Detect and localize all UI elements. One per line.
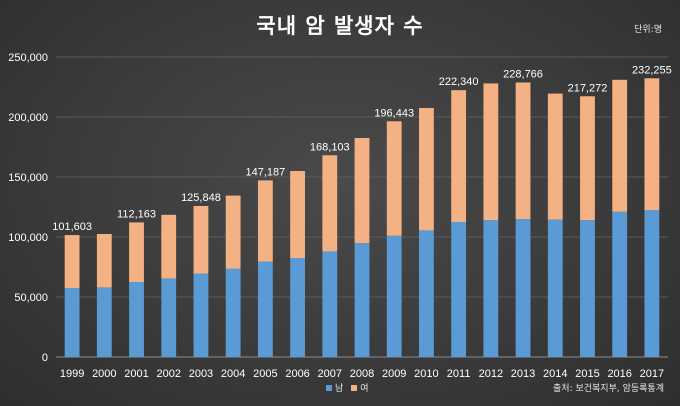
x-tick-label: 2001 bbox=[124, 368, 148, 380]
x-tick-label: 2015 bbox=[575, 368, 599, 380]
bar-male bbox=[193, 273, 209, 357]
bar-female bbox=[96, 234, 112, 288]
bar-male bbox=[354, 243, 370, 357]
bar-female bbox=[451, 90, 467, 222]
y-tick-label: 250,000 bbox=[8, 52, 48, 64]
bar-male bbox=[96, 287, 112, 357]
x-tick-label: 2011 bbox=[447, 368, 471, 380]
legend-item-female: 여 bbox=[351, 381, 369, 394]
bar-male bbox=[290, 258, 305, 357]
bar-male bbox=[612, 211, 628, 357]
data-label: 196,443 bbox=[374, 107, 414, 119]
x-tick-label: 1999 bbox=[60, 368, 84, 380]
bar-female bbox=[129, 222, 144, 282]
x-tick-label: 2000 bbox=[92, 368, 116, 380]
data-label: 222,340 bbox=[439, 76, 479, 88]
bar-male bbox=[580, 220, 595, 357]
bar-female bbox=[580, 96, 595, 221]
y-tick-label: 150,000 bbox=[8, 172, 48, 184]
bar-female bbox=[483, 83, 499, 221]
source-label: 출처: 보건복지부, 암등록통계 bbox=[553, 384, 664, 394]
y-tick-label: 0 bbox=[42, 352, 48, 364]
data-labels: 101,603 112,163 125,848 147,187 168,103 196,4… bbox=[52, 64, 672, 233]
legend: 남 여 bbox=[326, 381, 369, 394]
x-tick-label: 2005 bbox=[253, 368, 277, 380]
x-tick-label: 2010 bbox=[414, 368, 438, 380]
x-tick-label: 2007 bbox=[318, 368, 342, 380]
bar-male bbox=[64, 288, 80, 357]
bar-female bbox=[354, 138, 370, 243]
bar-female bbox=[612, 79, 628, 212]
bar-female bbox=[225, 195, 241, 269]
data-label: 101,603 bbox=[52, 221, 92, 233]
bar-male bbox=[515, 219, 531, 357]
bar-female bbox=[322, 155, 338, 252]
x-tick-label: 2013 bbox=[511, 368, 535, 380]
legend-item-male: 남 bbox=[326, 381, 343, 394]
x-tick-label: 2012 bbox=[479, 368, 503, 380]
bars bbox=[64, 78, 660, 357]
x-tick-label: 2014 bbox=[543, 368, 567, 380]
bar-male bbox=[257, 261, 273, 357]
legend-swatch-male bbox=[326, 384, 332, 391]
x-tick-label: 2002 bbox=[156, 368, 180, 380]
data-label: 168,103 bbox=[310, 141, 350, 153]
bar-female bbox=[290, 171, 305, 258]
x-tick-label: 2006 bbox=[285, 368, 309, 380]
bar-male bbox=[129, 282, 144, 357]
bar-male bbox=[225, 268, 241, 357]
bar-male bbox=[451, 222, 467, 357]
unit-label: 단위:명 bbox=[634, 25, 662, 35]
bar-female bbox=[547, 93, 563, 220]
x-tick-label: 2009 bbox=[382, 368, 406, 380]
data-label: 147,187 bbox=[245, 166, 285, 178]
chart-title: 국내 암 발생자 수 bbox=[256, 14, 424, 38]
bar-male bbox=[161, 278, 177, 357]
x-tick-label: 2016 bbox=[607, 368, 631, 380]
bar-male bbox=[644, 210, 660, 357]
x-tick-label: 2003 bbox=[189, 368, 213, 380]
x-axis: 1999 2000 2001 2002 2003 2004 2005 2006 2007 2008… bbox=[60, 368, 664, 380]
data-label: 125,848 bbox=[181, 192, 221, 204]
x-tick-label: 2017 bbox=[640, 368, 664, 380]
bar-female bbox=[64, 235, 80, 288]
bar-male bbox=[483, 220, 499, 357]
data-label: 232,255 bbox=[632, 64, 672, 76]
legend-label-female: 여 bbox=[360, 384, 369, 394]
y-tick-label: 200,000 bbox=[8, 112, 48, 124]
y-tick-label: 50,000 bbox=[14, 292, 48, 304]
bar-male bbox=[386, 235, 402, 357]
bar-female bbox=[386, 121, 402, 236]
bar-female bbox=[193, 205, 209, 274]
bar-male bbox=[322, 251, 338, 357]
bar-male bbox=[419, 230, 434, 357]
y-tick-label: 100,000 bbox=[8, 232, 48, 244]
bar-female bbox=[257, 180, 273, 262]
bar-male bbox=[547, 219, 563, 357]
bar-female bbox=[419, 108, 434, 231]
data-label: 112,163 bbox=[117, 208, 156, 220]
bar-female bbox=[644, 78, 660, 210]
x-tick-label: 2008 bbox=[350, 368, 374, 380]
x-tick-label: 2004 bbox=[221, 368, 245, 380]
data-label: 217,272 bbox=[568, 82, 608, 94]
data-label: 228,766 bbox=[503, 68, 543, 80]
legend-swatch-female bbox=[351, 384, 358, 391]
bar-female bbox=[161, 214, 177, 279]
legend-label-male: 남 bbox=[335, 384, 344, 394]
bar-female bbox=[515, 82, 531, 219]
